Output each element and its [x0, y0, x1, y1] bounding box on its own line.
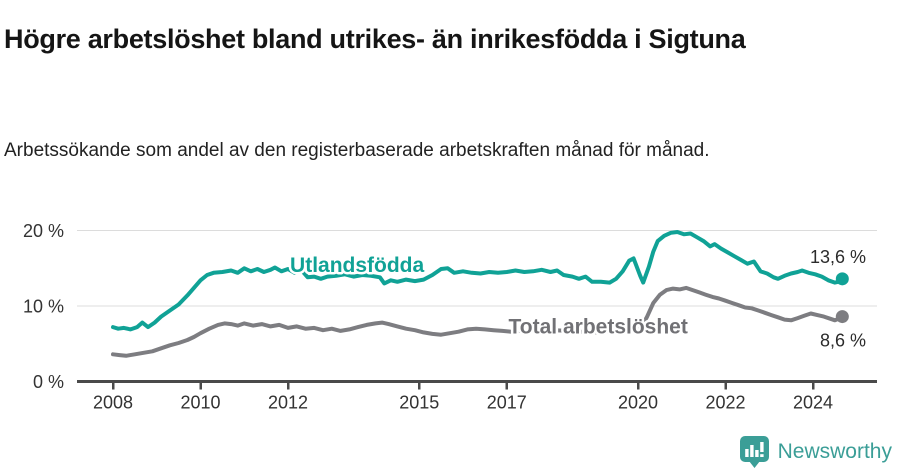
- x-axis-tick-label: 2008: [93, 393, 133, 413]
- x-axis-tick-label: 2017: [487, 393, 527, 413]
- series-line-total-arbetsl-shet: [111, 285, 845, 358]
- unemployment-line-chart: 0 % 10 % 20 % 2008 2010 2012 2015 2017 2020 2022 2…: [23, 221, 877, 413]
- x-axis-tick-label: 2012: [268, 393, 308, 413]
- series-line-utlandsf-dda: [111, 230, 845, 332]
- series-end-dot: [835, 272, 849, 286]
- page-title: Högre arbetslöshet bland utrikes- än inr…: [4, 24, 746, 55]
- chart-subtitle: Arbetssökande som andel av den registerb…: [4, 140, 710, 161]
- x-axis-tick-label: 2015: [399, 393, 439, 413]
- series-inline-label: Utlandsfödda: [290, 254, 424, 277]
- x-axis-tick-label: 2010: [180, 393, 220, 413]
- y-axis-tick-label: 0 %: [33, 372, 64, 392]
- series-end-value-label: 8,6 %: [820, 331, 866, 351]
- brand-footer: Newsworthy: [739, 435, 892, 468]
- series-end-value-label: 13,6 %: [810, 247, 866, 267]
- series-inline-label: Total arbetslöshet: [509, 315, 688, 338]
- x-axis-tick-label: 2024: [793, 393, 833, 413]
- series-end-dot: [835, 310, 849, 324]
- x-axis-tick-label: 2020: [618, 393, 658, 413]
- newsworthy-chart-bubble-icon: [739, 436, 769, 468]
- x-axis-tick-label: 2022: [705, 393, 745, 413]
- y-axis-tick-label: 20 %: [23, 221, 64, 241]
- y-axis-tick-label: 10 %: [23, 297, 64, 317]
- brand-name: Newsworthy: [777, 439, 892, 463]
